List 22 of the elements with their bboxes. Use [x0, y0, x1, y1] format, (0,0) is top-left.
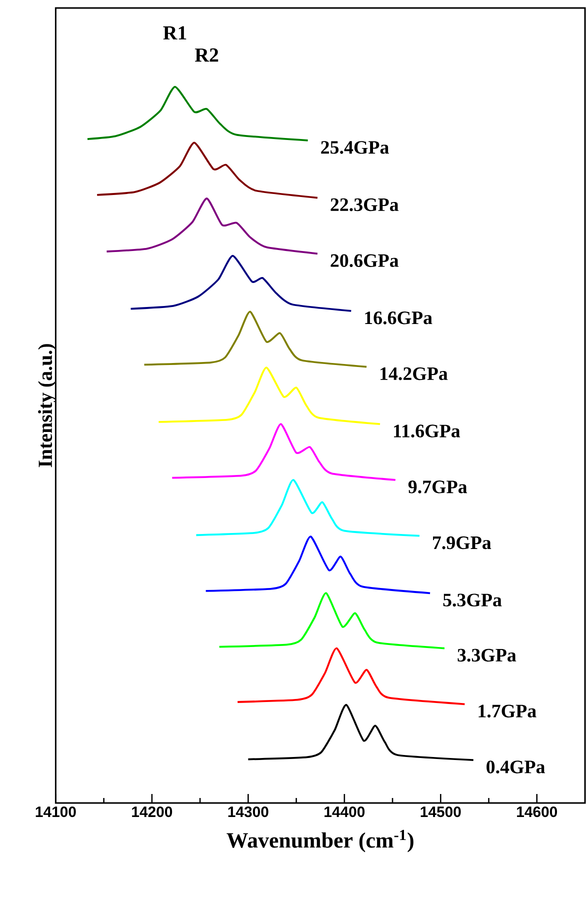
series-label: 11.6GPa: [394, 424, 460, 438]
x-tick-label: 14500: [420, 806, 461, 818]
annotation: R1: [163, 26, 186, 40]
x-tick-label: 14400: [324, 806, 365, 818]
series-label: 3.3GPa: [458, 648, 516, 662]
series-label: 14.2GPa: [380, 367, 448, 380]
series-label: 22.3GPa: [330, 198, 399, 212]
x-tick-label: 14100: [36, 806, 76, 818]
annotation: R2: [194, 48, 218, 62]
series-label: 25.4GPa: [321, 141, 389, 154]
x-tick-label: 14300: [228, 806, 268, 818]
series-label: 9.7GPa: [408, 480, 468, 494]
x-tick-label: 14600: [517, 806, 558, 818]
series-label: 5.3GPa: [443, 594, 502, 607]
series-label: 0.4GPa: [486, 760, 545, 774]
series-label: 7.9GPa: [433, 536, 492, 550]
series-label: 16.6GPa: [365, 312, 432, 324]
y-axis-title: Intensity (a.u.): [38, 344, 56, 468]
x-tick-label: 14200: [132, 806, 172, 818]
series-label: 20.6GPa: [330, 254, 399, 268]
x-axis-title: Wavenumber (cm$^{-1}$): [226, 830, 414, 852]
series-label: 1.7GPa: [478, 704, 536, 718]
